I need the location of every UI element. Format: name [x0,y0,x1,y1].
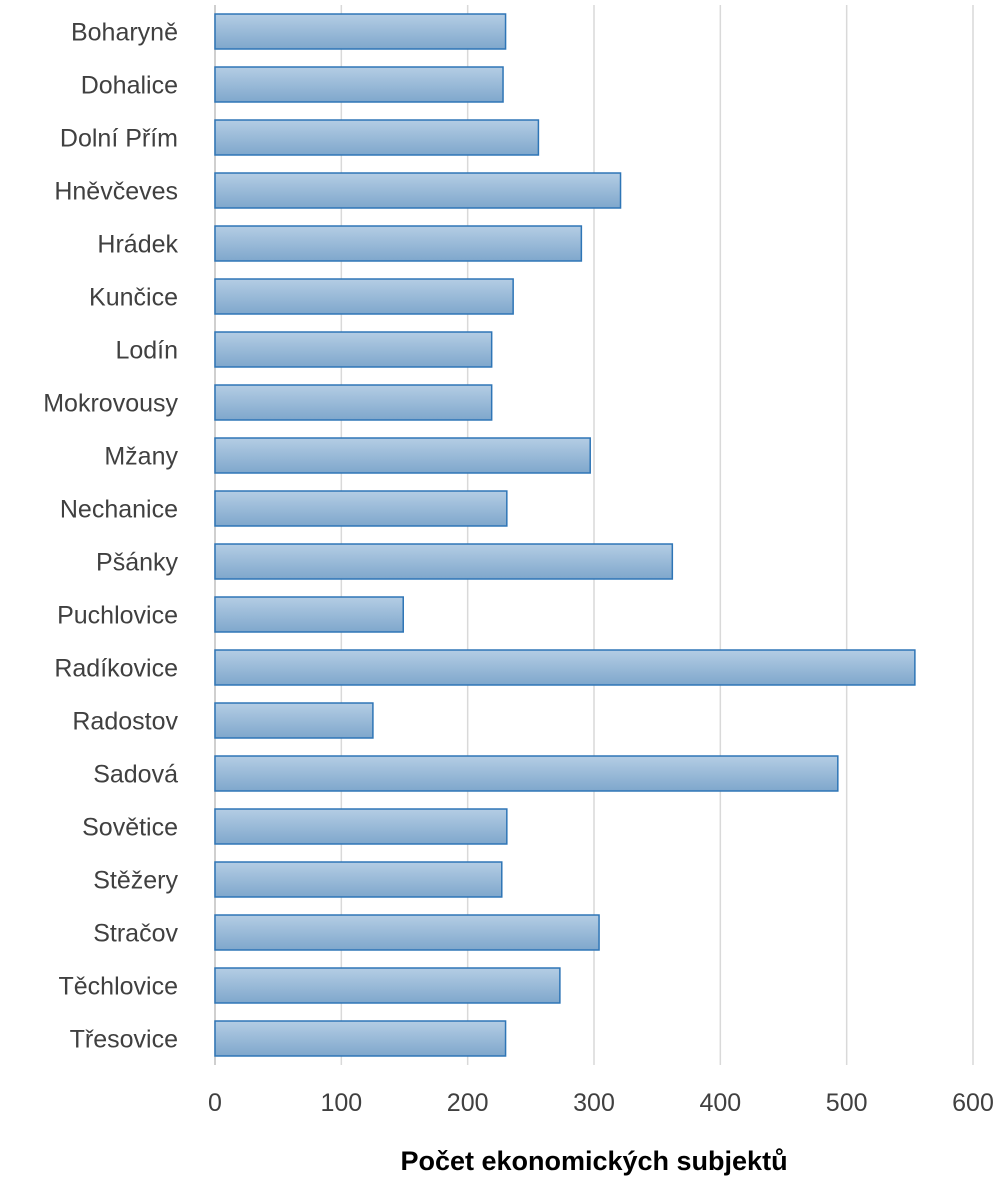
bar-5 [214,278,514,315]
x-tick-label-600: 600 [952,1089,994,1117]
bar-18 [214,967,561,1004]
bar-4 [214,225,583,262]
gridlines [214,5,974,1065]
category-label-9: Nechanice [60,496,178,524]
category-label-3: Hněvčeves [54,178,178,206]
bar-11 [214,596,404,633]
bar-9 [214,490,508,527]
x-tick-label-0: 0 [208,1089,222,1117]
x-tick-label-400: 400 [699,1089,741,1117]
bar-8 [214,437,591,474]
category-label-19: Třesovice [70,1026,178,1054]
bar-6 [214,331,493,368]
x-tick-label-300: 300 [573,1089,615,1117]
bar-10 [214,543,674,580]
bar-0 [214,13,507,50]
bar-15 [214,808,508,845]
category-label-6: Lodín [115,337,178,365]
category-label-1: Dohalice [81,72,178,100]
category-label-14: Sadová [93,761,178,789]
category-label-5: Kunčice [89,284,178,312]
category-label-13: Radostov [72,708,178,736]
bar-19 [214,1020,507,1057]
bar-14 [214,755,839,792]
category-label-15: Sovětice [82,814,178,842]
category-label-4: Hrádek [97,231,178,259]
bar-16 [214,861,503,898]
bar-17 [214,914,600,951]
bar-3 [214,172,622,209]
category-labels: Boharyně Dohalice Dolní Přím Hněvčeves Hráde… [43,19,178,1054]
x-tick-label-100: 100 [320,1089,362,1117]
category-label-2: Dolní Přím [60,125,178,153]
category-label-0: Boharyně [71,19,178,47]
category-label-17: Stračov [93,920,178,948]
category-label-18: Těchlovice [59,973,179,1001]
bar-13 [214,702,374,739]
category-label-7: Mokrovousy [43,390,178,418]
category-label-10: Pšánky [96,549,178,577]
bar-7 [214,384,493,421]
x-tick-labels: 0 100 200 300 400 500 600 [208,1089,994,1117]
bar-12 [214,649,916,686]
category-label-8: Mžany [104,443,178,471]
x-tick-label-500: 500 [826,1089,868,1117]
x-axis-title: Počet ekonomických subjektů [400,1146,787,1176]
bars [214,13,916,1057]
category-label-16: Stěžery [93,867,178,895]
bar-2 [214,119,540,156]
category-label-12: Radíkovice [54,655,178,683]
bar-1 [214,66,504,103]
category-label-11: Puchlovice [57,602,178,630]
x-tick-label-200: 200 [447,1089,489,1117]
